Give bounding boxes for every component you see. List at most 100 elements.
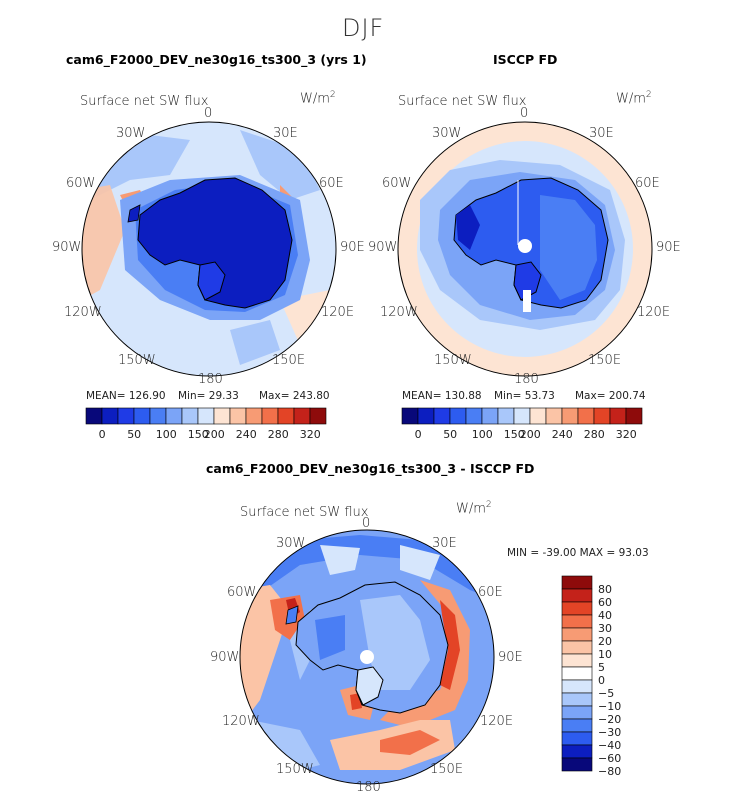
lon-label-30e-diff: 30E xyxy=(432,536,457,551)
pole-hole-obs xyxy=(518,239,532,253)
colorbar-swatch-diff xyxy=(561,718,593,733)
lon-label-150w-obs: 150W xyxy=(434,353,472,368)
lon-label-90w-obs: 90W xyxy=(368,240,398,255)
stats-min-obs: Min= 53.73 xyxy=(494,390,555,402)
lon-label-30w-diff: 30W xyxy=(276,536,306,551)
colorbar-label-diff: −30 xyxy=(598,726,622,739)
lon-label-150e: 150E xyxy=(272,353,306,368)
colorbar-swatch-diff xyxy=(561,744,593,759)
lon-label-30e: 30E xyxy=(273,126,298,141)
lon-label-90w-diff: 90W xyxy=(210,650,240,665)
colorbar-label-diff: 10 xyxy=(598,648,612,661)
lon-label-90w: 90W xyxy=(52,240,82,255)
lon-label-30e-obs: 30E xyxy=(589,126,614,141)
colorbar-label-diff: 20 xyxy=(598,635,612,648)
colorbar-label-model: 100 xyxy=(155,428,177,441)
colorbar-label-obs: 100 xyxy=(471,428,493,441)
lon-label-60w: 60W xyxy=(66,176,96,191)
colorbar-label-model: 0 xyxy=(98,428,106,441)
lon-label-30w-obs: 30W xyxy=(432,126,462,141)
colorbar-label-diff: 30 xyxy=(598,622,612,635)
units-label-obs: W/m2 xyxy=(616,90,652,107)
units-label-diff: W/m2 xyxy=(456,500,492,517)
panel-title-model: cam6_F2000_DEV_ne30g16_ts300_3 (yrs 1) xyxy=(66,52,367,67)
lon-label-120e: 120E xyxy=(321,305,355,320)
lon-label-0: 0 xyxy=(204,106,213,121)
colorbar-swatch-obs xyxy=(625,407,643,425)
variable-label-diff: Surface net SW flux xyxy=(240,505,369,520)
colorbar-label-diff: 0 xyxy=(598,674,605,687)
colorbar-label-obs: 50 xyxy=(443,428,458,441)
colorbar-label-diff: −20 xyxy=(598,713,622,726)
lon-label-90e-diff: 90E xyxy=(498,650,523,665)
colorbar-label-diff: −60 xyxy=(598,752,622,765)
stats-max-obs: Max= 200.74 xyxy=(575,390,646,402)
colorbar-label-model: 320 xyxy=(299,428,321,441)
lon-label-60e-obs: 60E xyxy=(635,176,660,191)
lon-label-150e-diff: 150E xyxy=(430,762,464,777)
lon-label-180-obs: 180 xyxy=(514,372,539,387)
lon-label-60e-diff: 60E xyxy=(478,585,503,600)
colorbar-swatch-diff xyxy=(561,757,593,772)
colorbar-swatch-diff xyxy=(561,614,593,629)
colorbar-label-diff: 60 xyxy=(598,596,612,609)
lon-label-90e-obs: 90E xyxy=(656,240,681,255)
lon-label-120w: 120W xyxy=(64,305,102,320)
lon-label-120e-diff: 120E xyxy=(480,714,514,729)
colorbar-swatch-diff xyxy=(561,640,593,655)
lon-label-180: 180 xyxy=(198,372,223,387)
colorbar-swatch-diff xyxy=(561,679,593,694)
colorbar-label-model: 280 xyxy=(267,428,289,441)
variable-label-obs: Surface net SW flux xyxy=(398,94,527,109)
colorbar-label-obs: 320 xyxy=(615,428,637,441)
colorbar-label-model: 150 xyxy=(187,428,209,441)
lon-label-60e: 60E xyxy=(319,176,344,191)
lon-label-180-diff: 180 xyxy=(356,780,381,795)
colorbar-label-diff: 80 xyxy=(598,583,612,596)
pole-hole-diff xyxy=(360,650,374,664)
colorbar-label-model: 240 xyxy=(235,428,257,441)
colorbar-label-diff: −10 xyxy=(598,700,622,713)
lon-label-120e-obs: 120E xyxy=(637,305,671,320)
colorbar-swatch-diff xyxy=(561,588,593,603)
colorbar-swatch-diff xyxy=(561,705,593,720)
colorbar-swatch-diff xyxy=(561,627,593,642)
lon-label-150w: 150W xyxy=(118,353,156,368)
colorbar-label-model: 200 xyxy=(203,428,225,441)
colorbar-swatch-diff xyxy=(561,575,593,590)
colorbar-swatch-diff xyxy=(561,731,593,746)
lon-label-60w-obs: 60W xyxy=(382,176,412,191)
colorbar-label-obs: 0 xyxy=(414,428,422,441)
lon-label-150e-obs: 150E xyxy=(588,353,622,368)
stats-mean-obs: MEAN= 130.88 xyxy=(402,390,482,402)
variable-label-model: Surface net SW flux xyxy=(80,94,209,109)
panel-title-diff: cam6_F2000_DEV_ne30g16_ts300_3 - ISCCP F… xyxy=(206,461,535,476)
colorbar-label-diff: −80 xyxy=(598,765,622,778)
lon-label-60w-diff: 60W xyxy=(227,585,257,600)
colorbar-label-obs: 240 xyxy=(551,428,573,441)
colorbar-label-diff: −40 xyxy=(598,739,622,752)
colorbar-swatch-diff xyxy=(561,601,593,616)
colorbar-label-obs: 280 xyxy=(583,428,605,441)
colorbar-swatch-diff xyxy=(561,692,593,707)
lon-label-120w-diff: 120W xyxy=(222,714,260,729)
colorbar-label-diff: 40 xyxy=(598,609,612,622)
main-title: DJF xyxy=(342,14,385,42)
lon-label-0-diff: 0 xyxy=(362,516,371,531)
panel-title-obs: ISCCP FD xyxy=(493,52,558,67)
colorbar-swatch-diff xyxy=(561,653,593,668)
minmax-diff: MIN = -39.00 MAX = 93.03 xyxy=(507,547,649,559)
colorbar-label-obs: 150 xyxy=(503,428,525,441)
colorbar-swatch-model xyxy=(309,407,327,425)
lon-label-150w-diff: 150W xyxy=(276,762,314,777)
colorbar-label-diff: 5 xyxy=(598,661,605,674)
units-label-model: W/m2 xyxy=(300,90,336,107)
stats-min-model: Min= 29.33 xyxy=(178,390,239,402)
colorbar-swatch-diff xyxy=(561,666,593,681)
